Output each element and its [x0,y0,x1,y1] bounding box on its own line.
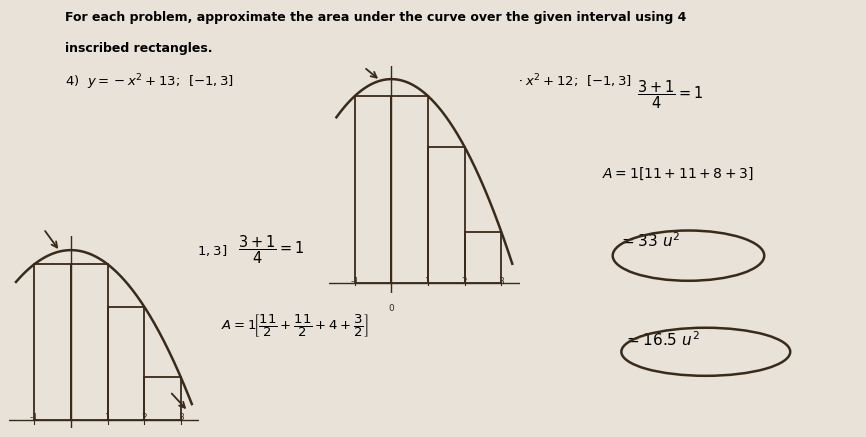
Bar [71,264,107,420]
Text: $= 16.5\ u^2$: $= 16.5\ u^2$ [624,330,699,349]
Text: 0: 0 [389,304,394,313]
Text: 4)  $y = -x^2 + 13$;  $[-1, 3]$: 4) $y = -x^2 + 13$; $[-1, 3]$ [65,72,234,92]
Text: $A = 1\!\left[\dfrac{11}{2} + \dfrac{11}{2} + 4 + \dfrac{3}{2}\right]$: $A = 1\!\left[\dfrac{11}{2} + \dfrac{11}… [221,312,368,340]
Text: 3: 3 [178,413,184,423]
Text: 5)  $y = -x^2 + 12$;  $[-1, 3]$: 5) $y = -x^2 + 12$; $[-1, 3]$ [463,72,632,92]
Text: 1: 1 [105,413,111,423]
Text: inscribed rectangles.: inscribed rectangles. [65,42,212,55]
Text: -1: -1 [29,413,39,423]
Bar [355,96,391,283]
Text: 6)  $y = -\dfrac{x^2}{2} + 6$;  $[-1, 3]$: 6) $y = -\dfrac{x^2}{2} + 6$; $[-1, 3]$ [65,236,227,266]
Text: For each problem, approximate the area under the curve over the given interval u: For each problem, approximate the area u… [65,11,687,24]
Text: $\dfrac{3+1}{4} = 1$: $\dfrac{3+1}{4} = 1$ [238,234,304,267]
Bar [145,378,181,420]
Text: 2: 2 [141,413,147,423]
Text: $= 33\ u^2$: $= 33\ u^2$ [619,232,681,250]
Text: -1: -1 [350,277,359,286]
Text: 2: 2 [462,277,468,286]
Text: $\dfrac{3+1}{4} = 1$: $\dfrac{3+1}{4} = 1$ [637,79,702,111]
Bar [107,307,145,420]
Bar [391,96,428,283]
Text: 3: 3 [499,277,504,286]
Text: 1: 1 [425,277,431,286]
Bar [428,147,465,283]
Bar [465,232,501,283]
Bar [35,264,71,420]
Text: $A = 1[11 + 11 + 8 + 3]$: $A = 1[11 + 11 + 8 + 3]$ [602,166,753,182]
